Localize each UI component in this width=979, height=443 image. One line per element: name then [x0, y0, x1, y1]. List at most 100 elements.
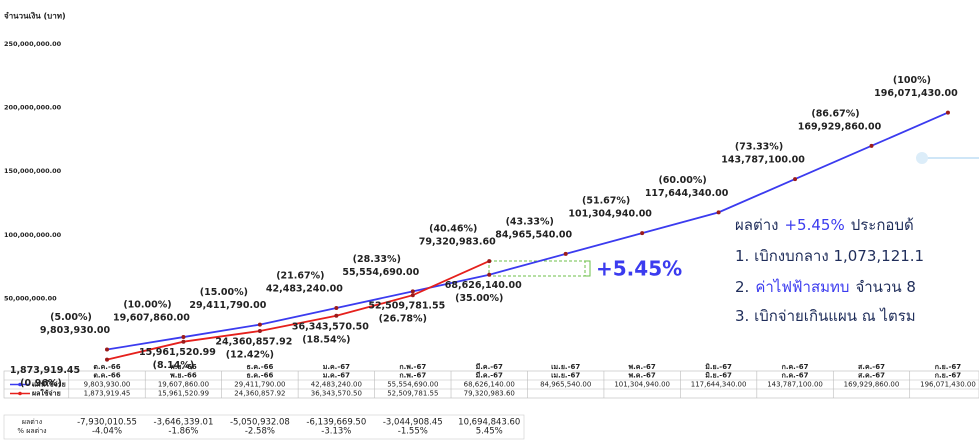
series-line [106, 260, 490, 361]
bracket [585, 260, 591, 277]
table-header: มิ.ย.-67 [705, 372, 732, 380]
table-border [3, 370, 979, 399]
point [563, 251, 568, 256]
diff-percent: -3.13% [321, 427, 351, 437]
x-tick-label: ก.พ.-67 [399, 363, 426, 371]
table-header: ม.ค.-67 [323, 372, 350, 380]
table-cell: 52,509,781.55 [387, 390, 438, 398]
value-label: 68,626,140.00 [445, 280, 522, 291]
difference-box [488, 260, 586, 277]
table-cell: 68,626,140.00 [464, 381, 515, 389]
table-header: พ.ค.-67 [629, 372, 656, 380]
table-cell: 196,071,430.00 [920, 381, 976, 389]
table-cell: 84,965,540.00 [540, 381, 591, 389]
table-cell: 79,320,983.60 [464, 390, 515, 398]
diff-value: -6,139,669.50 [306, 418, 366, 428]
percent-label: (60.00%) [658, 175, 706, 186]
table-header: พ.ย.-66 [170, 372, 197, 380]
diff-percent: -4.04% [92, 427, 122, 437]
table-cell: 42,483,240.00 [311, 381, 362, 389]
value-label: 42,483,240.00 [266, 283, 343, 294]
value-label: 15,961,520.99 [139, 347, 216, 358]
point [334, 313, 339, 318]
diff-value: -3,044,908.45 [383, 418, 443, 428]
diff-percent-label: % ผลต่าง [17, 427, 46, 435]
point [257, 322, 262, 327]
point [181, 335, 186, 340]
percent-label: (43.33%) [506, 216, 554, 227]
percent-label: (21.67%) [276, 270, 324, 281]
value-label: 9,803,930.00 [40, 325, 111, 336]
legend-marker [18, 391, 22, 396]
note-item: 2. ค่าไฟฟ้าสมทบ จำนวน 8 [735, 278, 916, 296]
table-header: มี.ค.-67 [475, 372, 503, 380]
diff-percent: -1.86% [168, 427, 198, 437]
point [793, 177, 798, 182]
percent-label: (35.00%) [455, 293, 503, 304]
table-cell: 36,343,570.50 [311, 390, 362, 398]
value-label: 52,509,781.55 [368, 301, 445, 312]
value-label: 196,071,430.00 [874, 88, 958, 99]
y-tick-label: 100,000,000.00 [4, 231, 62, 239]
point [487, 272, 492, 277]
table-header: ส.ค.-67 [858, 372, 885, 380]
table-cell: 9,803,930.00 [84, 381, 131, 389]
point [410, 293, 415, 298]
x-tick-label: พ.ค.-67 [629, 363, 656, 371]
value-label: 79,320,983.60 [419, 237, 496, 248]
x-tick-label: ก.ย.-67 [935, 363, 961, 371]
y-tick-label: 250,000,000.00 [4, 40, 62, 48]
percent-label: (0.96%) [20, 378, 62, 389]
point [945, 110, 950, 115]
table-cell: 117,644,340.00 [691, 381, 747, 389]
value-label: 117,644,340.00 [645, 188, 729, 199]
table-header: ก.ค.-67 [782, 372, 809, 380]
series-line [106, 111, 949, 351]
table-header: ก.พ.-67 [399, 372, 426, 380]
percent-label: (15.00%) [200, 287, 248, 298]
table-cell: 24,360,857.92 [234, 390, 285, 398]
percent-label: (100%) [893, 75, 931, 86]
x-tick-label: ต.ค.-66 [93, 363, 120, 371]
x-tick-label: มี.ค.-67 [475, 363, 503, 371]
annotation: +5.45% [596, 257, 682, 281]
point [181, 339, 186, 344]
point [487, 259, 492, 264]
value-label: 143,787,100.00 [721, 155, 805, 166]
note-heading: ผลต่าง +5.45% ประกอบด้ [735, 216, 914, 234]
percent-label: (18.54%) [302, 334, 350, 345]
legend-marker [18, 382, 22, 387]
diff-table-border [3, 414, 525, 440]
table-header: เม.ย.-67 [551, 372, 580, 380]
legend-label: แผนใช้จ่าย [32, 380, 66, 389]
y-tick-label: 200,000,000.00 [4, 104, 62, 112]
table-cell: 101,304,940.00 [614, 381, 670, 389]
percent-label: (10.00%) [123, 300, 171, 311]
table-cell: 143,787,100.00 [767, 381, 823, 389]
diff-label: ผลต่าง [22, 418, 42, 426]
percent-label: (26.78%) [379, 314, 427, 325]
x-tick-label: มิ.ย.-67 [705, 363, 732, 371]
percent-label: (73.33%) [735, 142, 783, 153]
diff-percent: -2.58% [245, 427, 275, 437]
x-tick-label: ธ.ค.-66 [246, 363, 273, 371]
note-item: 3. เบิกจ่ายเกินแผน ณ ไตรม [735, 307, 916, 325]
diff-value: 10,694,843.60 [458, 418, 520, 428]
point [716, 210, 721, 215]
value-label: 1,873,919.45 [10, 365, 80, 376]
point [640, 231, 645, 236]
table-cell: 19,607,860.00 [158, 381, 209, 389]
table-cell: 15,961,520.99 [158, 390, 209, 398]
diff-value: -3,646,339.01 [154, 418, 214, 428]
value-label: 169,929,860.00 [798, 121, 882, 132]
value-label: 24,360,857.92 [215, 337, 292, 348]
point [105, 357, 109, 362]
table-cell: 169,929,860.00 [844, 381, 900, 389]
percent-label: (51.67%) [582, 196, 630, 207]
point [334, 305, 339, 310]
point [869, 143, 874, 148]
percent-label: (12.42%) [226, 350, 274, 361]
table-header: ธ.ค.-66 [246, 372, 273, 380]
diff-percent: -1.55% [398, 427, 428, 437]
